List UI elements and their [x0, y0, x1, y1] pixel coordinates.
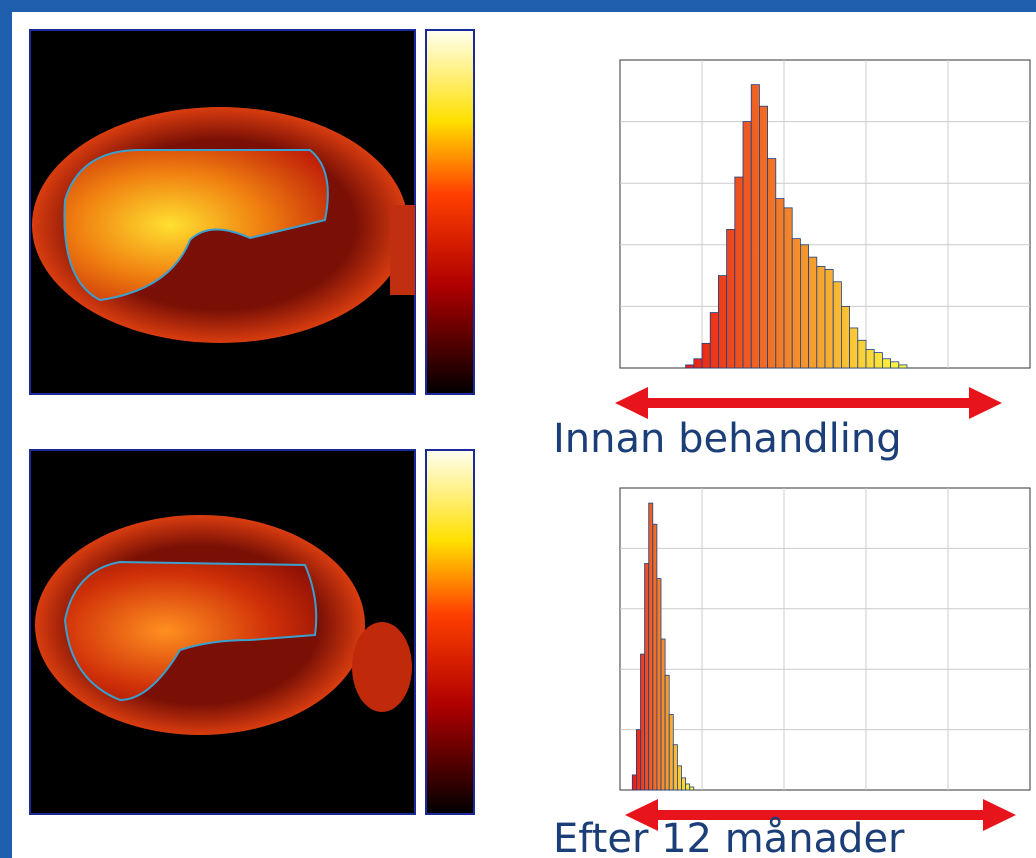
histogram-bar	[681, 777, 686, 791]
histogram-bar	[631, 774, 637, 791]
histogram-bar	[685, 364, 695, 369]
histogram-bar	[873, 352, 883, 369]
histogram-bar	[664, 674, 670, 791]
histogram-bar	[709, 312, 719, 369]
histogram-bar	[857, 339, 867, 369]
histogram-bar	[644, 563, 650, 791]
histogram-bar	[636, 729, 641, 791]
histogram-bar	[648, 502, 654, 791]
mri-image-before	[29, 29, 416, 395]
histogram-bar	[824, 269, 834, 369]
histogram-bar	[882, 358, 892, 369]
histogram-bar	[701, 342, 711, 369]
caption: Innan behandling	[553, 416, 902, 462]
histogram-bar	[791, 238, 801, 369]
histogram	[619, 487, 1031, 791]
plot-area	[619, 487, 1031, 791]
histogram-bar	[718, 275, 728, 369]
histogram-bar	[693, 358, 703, 369]
histogram-bar	[775, 198, 785, 369]
histogram-bar	[800, 244, 810, 369]
histogram-bar	[726, 228, 736, 369]
histogram-bar	[660, 638, 666, 791]
histogram-bar	[742, 121, 752, 369]
mri-image-after	[29, 449, 416, 815]
histogram-bar	[652, 523, 658, 791]
histogram-bar	[685, 783, 691, 791]
histogram-bar	[750, 84, 760, 369]
histogram-bar	[767, 158, 777, 369]
histogram-bar	[898, 364, 908, 369]
histogram-bar	[865, 349, 875, 369]
histogram-bar	[849, 327, 859, 369]
histogram-bar	[689, 786, 695, 791]
histogram-bar	[759, 105, 769, 369]
histogram-bar	[734, 176, 744, 369]
colorbar	[425, 29, 475, 395]
arrow	[615, 387, 1016, 831]
histogram-bar	[808, 256, 818, 369]
caption: Efter 12 månader	[553, 816, 905, 858]
histogram-bar	[640, 653, 645, 791]
histogram-bar	[783, 207, 793, 369]
histogram-bar	[677, 765, 682, 791]
histogram-bar	[832, 281, 842, 369]
colorbar	[425, 449, 475, 815]
histogram-bar	[656, 578, 662, 791]
histogram-bar	[668, 714, 674, 791]
histogram	[619, 59, 1031, 369]
histogram-bar	[672, 744, 678, 791]
histogram-bar	[816, 265, 826, 369]
histogram-bar	[841, 305, 851, 369]
histogram-bar	[890, 361, 900, 369]
